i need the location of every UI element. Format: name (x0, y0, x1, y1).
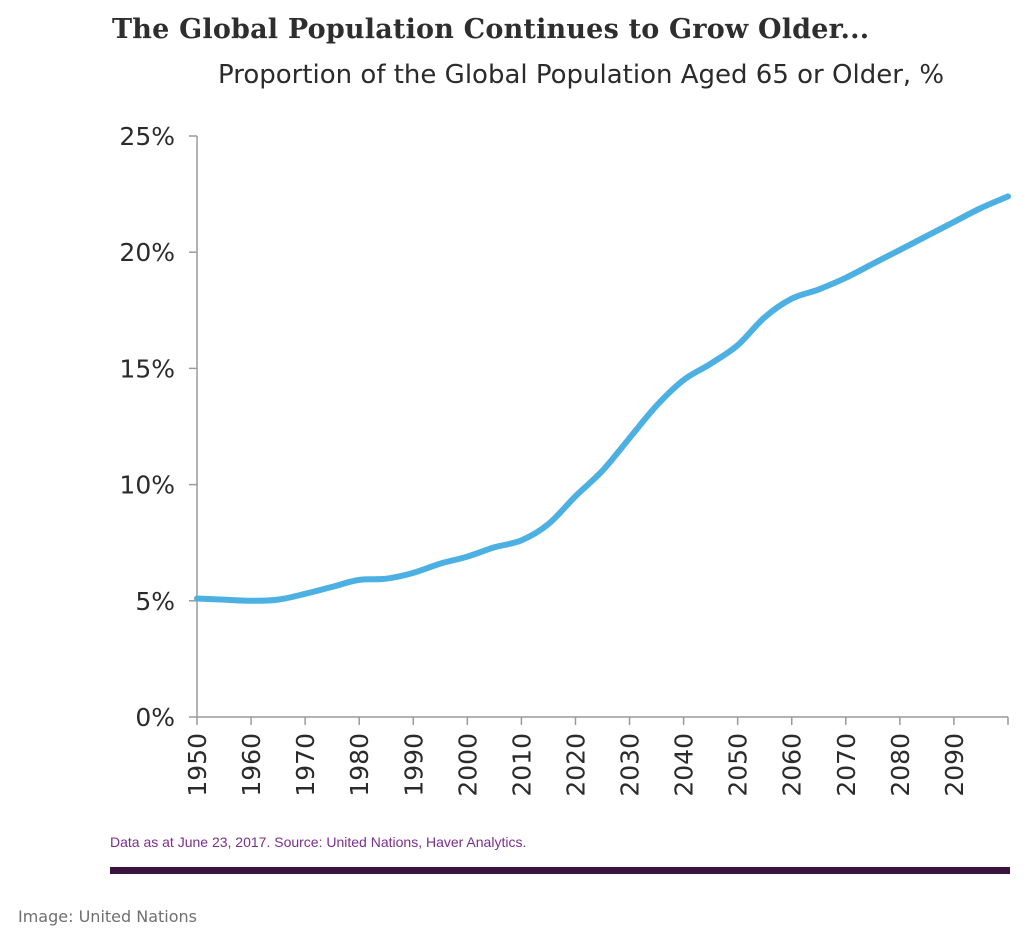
y-tick-label: 0% (135, 703, 175, 732)
x-tick-label: 1980 (345, 733, 374, 797)
footer-rule (110, 867, 1010, 874)
y-axis-ticks: 0% 5% 10% 15% 20% 25% (119, 122, 197, 732)
x-tick-label: 1970 (291, 733, 320, 797)
series-line-0 (194, 193, 1011, 604)
x-tick-label: 2010 (507, 733, 536, 797)
x-tick-label: 2040 (670, 733, 699, 797)
chart-title: The Global Population Continues to Grow … (112, 14, 870, 45)
x-tick-label: 1950 (183, 733, 212, 797)
chart-subtitle: Proportion of the Global Population Aged… (218, 60, 945, 90)
series-group (194, 193, 1011, 604)
x-tick-label: 1990 (399, 733, 428, 797)
line-chart: 0% 5% 10% 15% 20% 25% 1950 1960 1970 1980 1990 200… (119, 122, 1011, 797)
x-tick-label: 2060 (778, 733, 807, 797)
x-tick-label: 2000 (453, 733, 482, 797)
x-tick-label: 1960 (237, 733, 266, 797)
y-tick-label: 25% (119, 122, 175, 151)
y-tick-label: 20% (119, 238, 175, 267)
y-tick-label: 15% (119, 354, 175, 383)
source-note: Data as at June 23, 2017. Source: United… (110, 834, 527, 850)
x-tick-label: 2050 (724, 733, 753, 797)
x-tick-label: 2030 (616, 733, 645, 797)
x-axis-ticks: 1950 1960 1970 1980 1990 2000 2010 2020 2030 2040… (183, 717, 1009, 797)
x-tick-label: 2020 (561, 733, 590, 797)
x-tick-label: 2070 (832, 733, 861, 797)
x-tick-label: 2090 (940, 733, 969, 797)
image-caption: Image: United Nations (18, 907, 197, 926)
x-tick-label: 2080 (886, 733, 915, 797)
y-tick-label: 10% (119, 471, 175, 500)
y-tick-label: 5% (135, 587, 175, 616)
